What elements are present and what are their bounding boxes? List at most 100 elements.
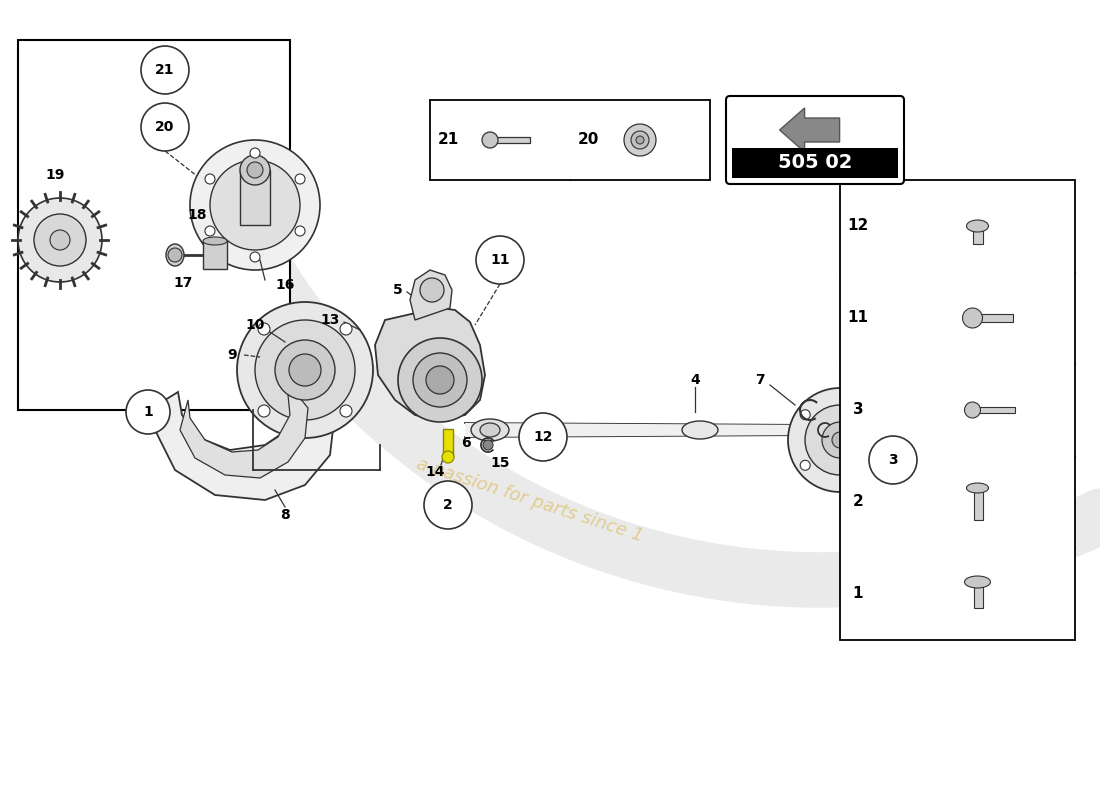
Circle shape — [141, 103, 189, 151]
Bar — [732, 147, 898, 178]
Circle shape — [205, 226, 214, 236]
Circle shape — [476, 236, 524, 284]
Text: 1: 1 — [852, 586, 864, 602]
Polygon shape — [465, 423, 820, 437]
Text: 21: 21 — [438, 133, 459, 147]
Circle shape — [800, 410, 811, 420]
Circle shape — [398, 338, 482, 422]
Ellipse shape — [471, 419, 509, 441]
Bar — [490, 137, 530, 143]
Ellipse shape — [967, 483, 989, 493]
Circle shape — [210, 160, 300, 250]
Text: 10: 10 — [245, 318, 265, 332]
Bar — [972, 314, 1012, 322]
Circle shape — [255, 320, 355, 420]
Bar — [18, 40, 290, 410]
Ellipse shape — [204, 237, 227, 245]
Text: 15: 15 — [491, 456, 509, 470]
Ellipse shape — [636, 136, 644, 144]
Circle shape — [519, 413, 566, 461]
Bar — [974, 582, 982, 608]
Ellipse shape — [965, 576, 990, 588]
Circle shape — [258, 323, 270, 335]
Text: 2: 2 — [443, 498, 453, 512]
Text: 3: 3 — [852, 402, 864, 418]
Circle shape — [424, 481, 472, 529]
Circle shape — [295, 174, 305, 184]
Text: 1: 1 — [143, 405, 153, 419]
Text: 21: 21 — [155, 63, 175, 77]
Ellipse shape — [624, 124, 656, 156]
Circle shape — [788, 388, 892, 492]
Circle shape — [340, 405, 352, 417]
Text: 4: 4 — [690, 373, 700, 387]
Bar — [972, 226, 982, 244]
Circle shape — [236, 302, 373, 438]
Circle shape — [258, 405, 270, 417]
Text: 12: 12 — [847, 218, 869, 234]
Text: 12: 12 — [534, 430, 552, 444]
Text: 16: 16 — [275, 278, 295, 292]
Text: 20: 20 — [155, 120, 175, 134]
Text: 19: 19 — [45, 168, 65, 182]
Circle shape — [800, 460, 811, 470]
Circle shape — [965, 402, 980, 418]
Text: 505 02: 505 02 — [778, 154, 852, 172]
Text: 11: 11 — [847, 310, 869, 326]
Circle shape — [275, 340, 336, 400]
Ellipse shape — [967, 220, 989, 232]
Circle shape — [240, 155, 270, 185]
Circle shape — [190, 140, 320, 270]
Circle shape — [832, 432, 848, 448]
Circle shape — [878, 435, 888, 445]
Text: 14: 14 — [426, 465, 444, 479]
Circle shape — [962, 308, 982, 328]
Circle shape — [483, 440, 493, 450]
Circle shape — [126, 390, 170, 434]
Text: a passion for parts since 1: a passion for parts since 1 — [415, 454, 646, 546]
Polygon shape — [410, 270, 452, 320]
Circle shape — [420, 278, 444, 302]
Circle shape — [168, 248, 182, 262]
Polygon shape — [375, 308, 485, 420]
Circle shape — [848, 394, 858, 404]
Text: 3: 3 — [888, 453, 898, 467]
Text: 13: 13 — [320, 313, 340, 327]
Circle shape — [805, 405, 874, 475]
Bar — [204, 241, 227, 269]
Text: 9: 9 — [228, 348, 236, 362]
Circle shape — [250, 148, 260, 158]
Circle shape — [426, 366, 454, 394]
Bar — [443, 429, 453, 457]
Text: 2: 2 — [852, 494, 864, 510]
Circle shape — [482, 132, 498, 148]
Text: 17: 17 — [174, 276, 192, 290]
Bar — [840, 180, 1075, 640]
FancyBboxPatch shape — [726, 96, 904, 184]
Text: 5: 5 — [393, 283, 403, 297]
Bar — [974, 490, 982, 520]
Text: 20: 20 — [578, 133, 598, 147]
Polygon shape — [780, 108, 839, 152]
Ellipse shape — [682, 421, 718, 439]
Bar — [430, 100, 710, 180]
Circle shape — [289, 354, 321, 386]
Text: 7: 7 — [756, 373, 764, 387]
Bar — [972, 407, 1014, 413]
Circle shape — [250, 252, 260, 262]
Circle shape — [340, 323, 352, 335]
Circle shape — [205, 174, 214, 184]
Circle shape — [50, 230, 70, 250]
Circle shape — [412, 353, 468, 407]
Text: 11: 11 — [491, 253, 509, 267]
Circle shape — [141, 46, 189, 94]
Text: 8: 8 — [280, 508, 290, 522]
Circle shape — [848, 476, 858, 486]
Polygon shape — [155, 380, 336, 500]
Circle shape — [34, 214, 86, 266]
Circle shape — [822, 422, 858, 458]
Bar — [240, 170, 270, 225]
Ellipse shape — [166, 244, 184, 266]
Text: 6: 6 — [461, 436, 471, 450]
Circle shape — [869, 436, 917, 484]
